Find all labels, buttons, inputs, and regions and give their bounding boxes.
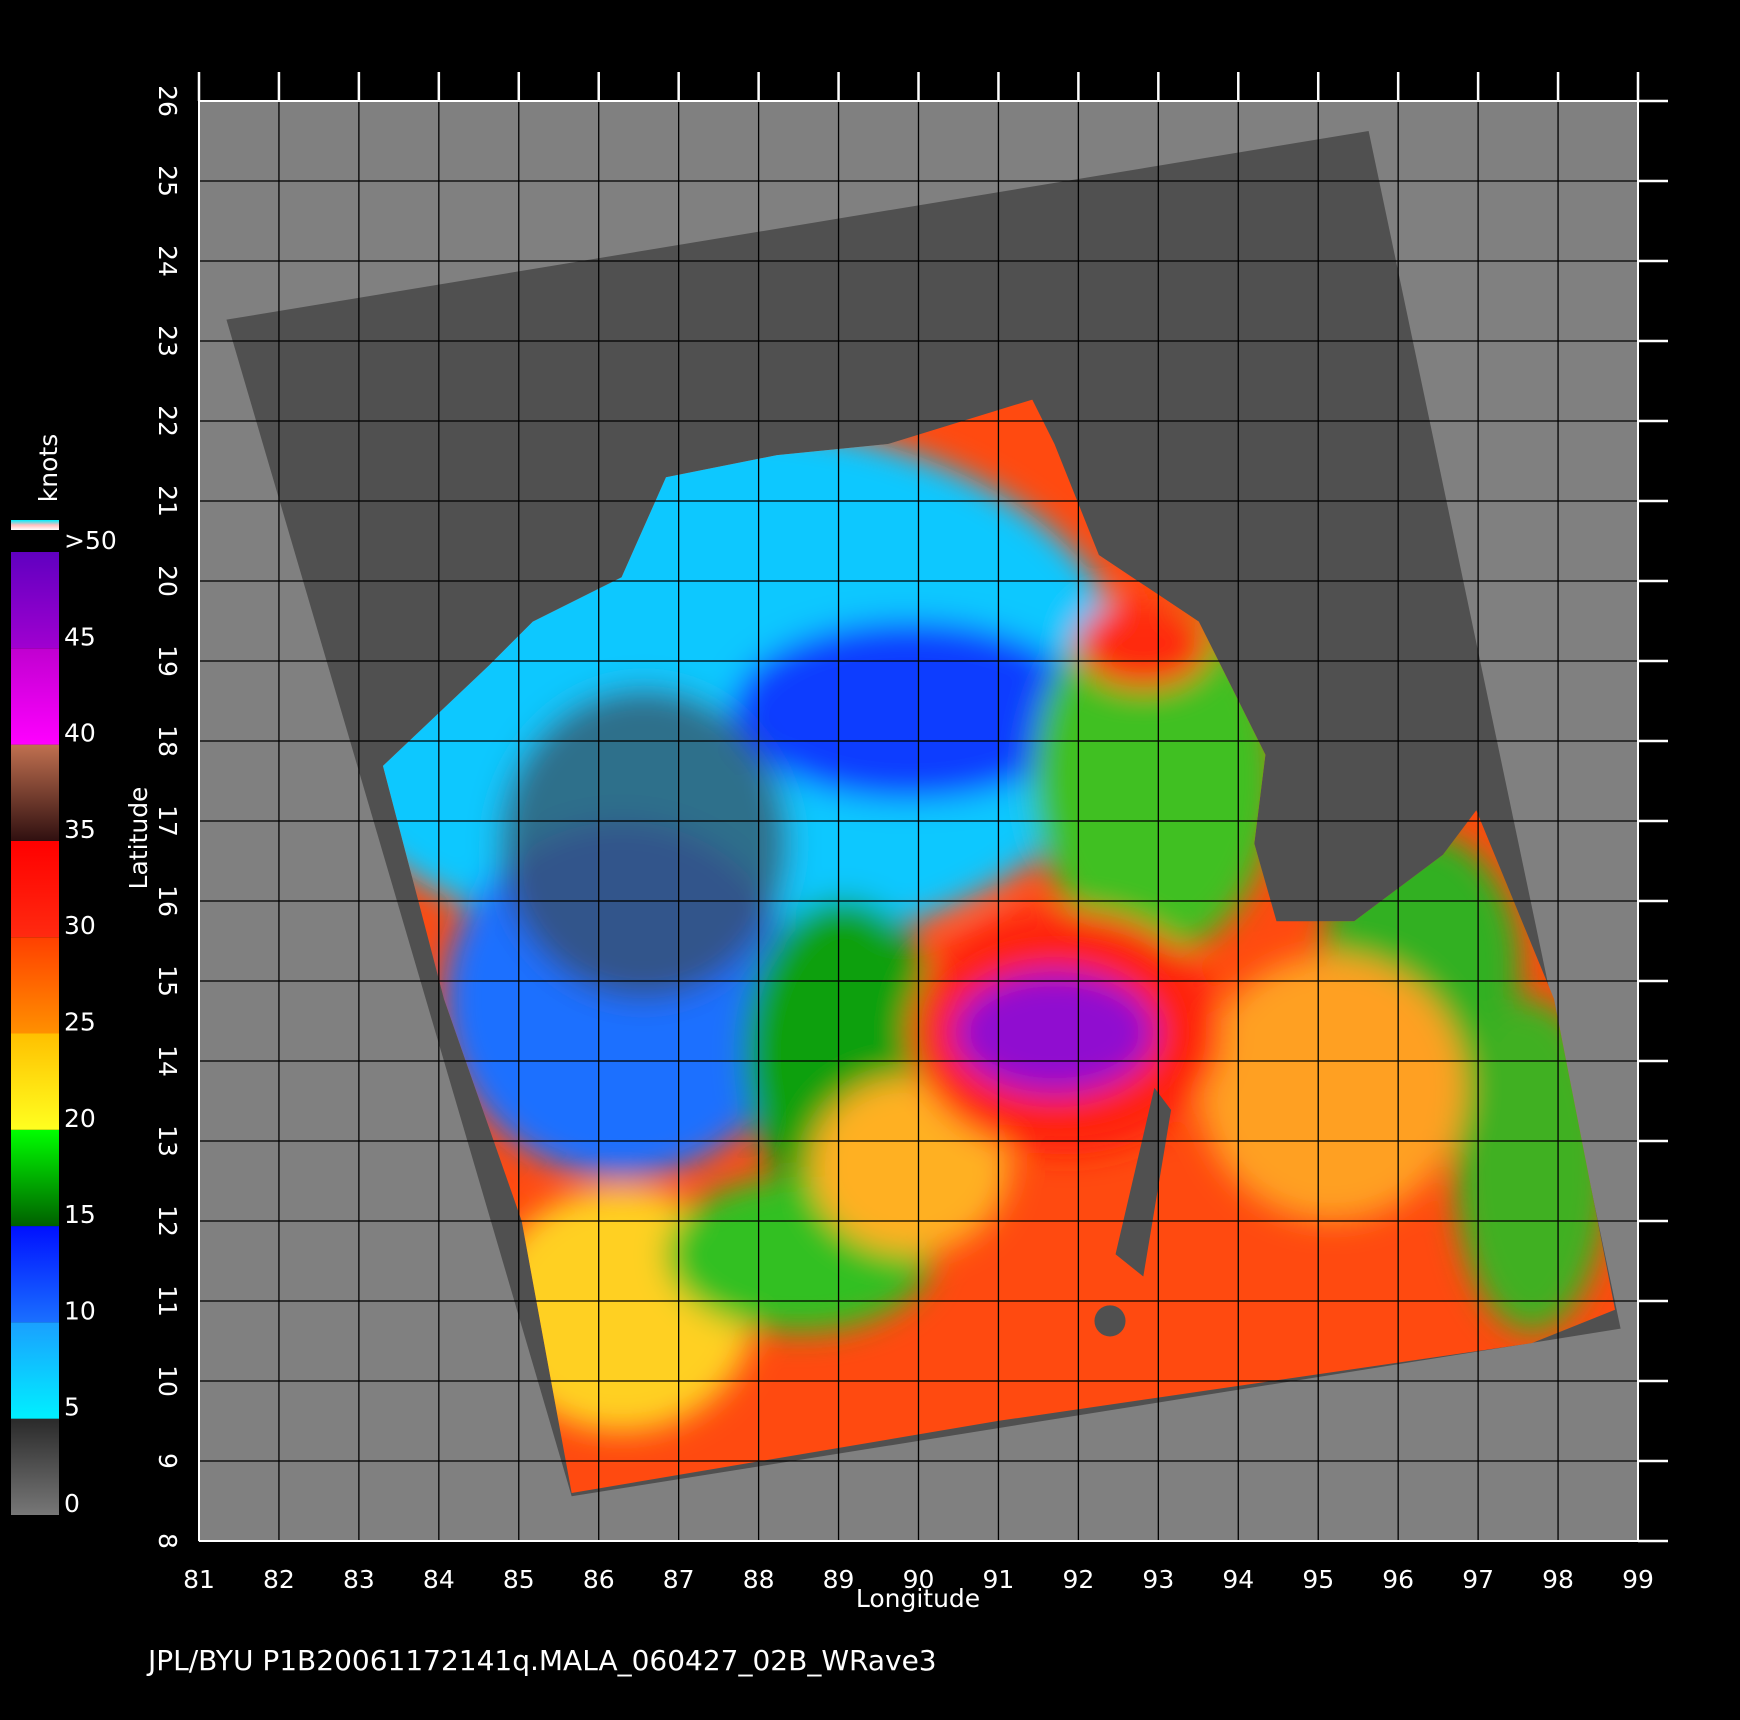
x-tick-label: 83: [343, 1565, 375, 1594]
x-tick-label: 90: [903, 1565, 935, 1594]
y-tick-label: 26: [153, 85, 182, 117]
y-tick-label: 18: [153, 725, 182, 757]
colorbar-segment: [11, 1226, 59, 1323]
map-imagery: [198, 101, 1639, 1542]
colorbar-segment: [11, 552, 59, 649]
colorbar-segment: [11, 1322, 59, 1419]
colorbar: [11, 520, 59, 1515]
colorbar-segment: [11, 840, 59, 938]
y-tick-label: 14: [153, 1045, 182, 1077]
colorbar-segment: [11, 648, 59, 745]
colorbar-segment: [11, 1033, 59, 1130]
colorbar-tick-label: 45: [64, 622, 96, 651]
y-tick-label: 20: [153, 565, 182, 597]
x-tick-label: 89: [823, 1565, 855, 1594]
x-tick-label: 95: [1302, 1565, 1334, 1594]
y-tick-label: 12: [153, 1205, 182, 1237]
y-tick-label: 10: [153, 1365, 182, 1397]
y-tick-label: 22: [153, 405, 182, 437]
colorbar-tick-label: 40: [64, 719, 96, 748]
x-tick-label: 86: [583, 1565, 615, 1594]
y-tick-label: 16: [153, 885, 182, 917]
colorbar-label: knots: [34, 434, 63, 502]
colorbar-cap: [11, 520, 59, 530]
x-tick-label: 92: [1062, 1565, 1094, 1594]
colorbar-segment: [11, 1129, 59, 1227]
colorbar-tick-label: 20: [64, 1104, 96, 1133]
x-tick-label: 99: [1622, 1565, 1654, 1594]
y-axis-label: Latitude: [124, 787, 153, 890]
x-tick-label: 84: [423, 1565, 455, 1594]
y-tick-label: 15: [153, 965, 182, 997]
x-tick-label: 91: [983, 1565, 1015, 1594]
y-tick-label: 23: [153, 325, 182, 357]
y-tick-label: 13: [153, 1125, 182, 1157]
colorbar-segment: [11, 744, 59, 841]
x-tick-label: 94: [1222, 1565, 1254, 1594]
x-tick-label: 98: [1542, 1565, 1574, 1594]
x-tick-label: 97: [1462, 1565, 1494, 1594]
x-tick-label: 93: [1142, 1565, 1174, 1594]
x-axis-label: Longitude: [856, 1584, 980, 1613]
x-tick-label: 87: [663, 1565, 695, 1594]
y-tick-label: 11: [153, 1285, 182, 1317]
x-tick-label: 88: [743, 1565, 775, 1594]
colorbar-tick-label: 25: [64, 1008, 96, 1037]
x-tick-label: 96: [1382, 1565, 1414, 1594]
y-tick-label: 21: [153, 485, 182, 517]
x-tick-label: 81: [183, 1565, 215, 1594]
y-tick-label: 9: [153, 1453, 182, 1469]
colorbar-segment: [11, 937, 59, 1034]
colorbar-tick-label: 35: [64, 815, 96, 844]
colorbar-tick-label: 10: [64, 1296, 96, 1325]
colorbar-tick-label: 5: [64, 1393, 80, 1422]
colorbar-tick-label: 15: [64, 1200, 96, 1229]
colorbar-segment: [11, 1418, 59, 1515]
y-tick-label: 25: [153, 165, 182, 197]
y-tick-label: 24: [153, 245, 182, 277]
y-tick-label: 8: [153, 1533, 182, 1549]
x-tick-label: 85: [503, 1565, 535, 1594]
colorbar-tick-label: 0: [64, 1489, 80, 1518]
y-tick-label: 17: [153, 805, 182, 837]
y-tick-label: 19: [153, 645, 182, 677]
colorbar-tick-label: >50: [64, 526, 117, 555]
footer: JPL/BYU P1B20061172141q.MALA_060427_02B_…: [146, 1644, 937, 1677]
x-tick-label: 82: [263, 1565, 295, 1594]
colorbar-tick-label: 30: [64, 911, 96, 940]
